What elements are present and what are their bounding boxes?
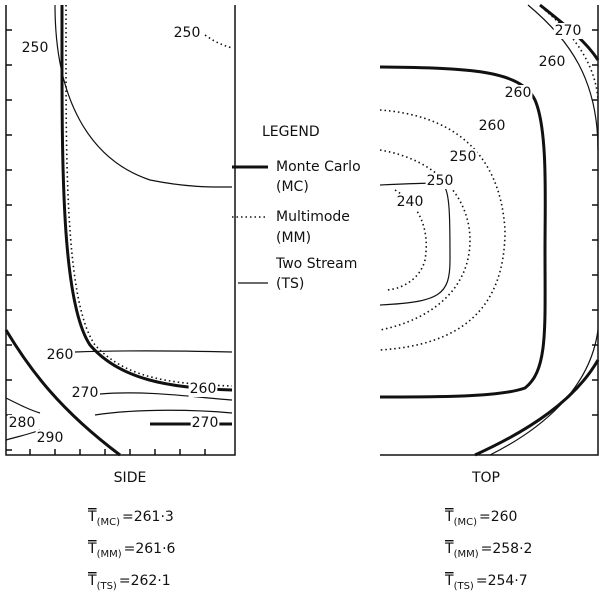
stat-symbol: T	[87, 541, 97, 557]
contour-label: 250	[427, 173, 454, 189]
stat-value: 254·7	[488, 573, 528, 589]
stat-symbol: T	[444, 509, 454, 525]
mc-contour	[474, 359, 600, 457]
stat-symbol: T	[444, 541, 454, 557]
contour-label: 270	[72, 385, 99, 401]
frame	[380, 5, 599, 456]
label-backdrop	[172, 25, 202, 41]
legend-abbr: (MM)	[276, 230, 311, 246]
stat-symbol: T	[87, 573, 97, 589]
mm-contour	[379, 149, 471, 331]
legend-name: Monte Carlo	[276, 159, 361, 175]
label-backdrop	[477, 118, 507, 134]
mm-contour	[544, 9, 599, 101]
stat-symbol: T	[444, 573, 454, 589]
contour-label: 250	[22, 40, 49, 56]
stat: T(MC) =260	[444, 509, 517, 528]
mm-contour	[204, 34, 233, 49]
stat-value: 260	[491, 509, 518, 525]
contour-label: 260	[190, 381, 217, 397]
label-backdrop	[425, 173, 455, 189]
contour-label: 250	[450, 149, 477, 165]
mm-contour	[65, 4, 233, 387]
stat-value: 261·3	[134, 509, 174, 525]
label-backdrop	[7, 415, 37, 431]
label-backdrop	[70, 385, 100, 401]
contour-label: 260	[47, 347, 74, 363]
stat-value: 258·2	[492, 541, 532, 557]
stat: T(TS) =262·1	[87, 573, 171, 591]
stat-relation: =	[122, 509, 134, 525]
contour-label: 250	[174, 25, 201, 41]
contour-label: 240	[397, 194, 424, 210]
panel-caption: TOP	[471, 470, 500, 486]
mc-contour	[379, 65, 547, 399]
contour-label: 260	[505, 85, 532, 101]
stat-symbol: T	[87, 509, 97, 525]
frame	[5, 5, 236, 456]
stat: T(MC) =261·3	[87, 509, 174, 528]
stat-value: 261·6	[135, 541, 175, 557]
top-panel	[379, 3, 600, 457]
stat-subscript: (MC)	[454, 517, 478, 528]
contour-label: 260	[479, 118, 506, 134]
label-backdrop	[20, 40, 50, 56]
stat-subscript: (TS)	[454, 581, 474, 591]
label-backdrop	[448, 149, 478, 165]
contour-label: 260	[539, 54, 566, 70]
label-backdrop	[395, 194, 425, 210]
stat-relation: =	[119, 573, 131, 589]
stat: T(TS) =254·7	[444, 573, 528, 591]
mm-contour	[379, 109, 506, 351]
stat-subscript: (MM)	[454, 549, 479, 560]
label-backdrop	[45, 347, 75, 363]
label-backdrop	[553, 23, 583, 39]
side-panel	[4, 4, 236, 457]
stat: T(MM) =261·6	[87, 541, 176, 560]
mc-contour	[60, 4, 233, 392]
stat-subscript: (TS)	[97, 581, 117, 591]
mm-contour	[384, 189, 427, 291]
contour-label: 270	[555, 23, 582, 39]
label-backdrop	[190, 415, 220, 431]
legend: LEGEND Monte Carlo (MC) Multimode (MM) T…	[232, 124, 361, 292]
stat-value: 262·1	[131, 573, 171, 589]
legend-abbr: (TS)	[276, 276, 304, 292]
label-backdrop	[35, 430, 65, 446]
legend-title: LEGEND	[262, 124, 320, 140]
ts-contour	[99, 392, 233, 401]
legend-name: Multimode	[276, 209, 350, 225]
ts-contour	[54, 4, 233, 188]
legend-name: Two Stream	[275, 256, 357, 272]
contour-label: 270	[192, 415, 219, 431]
contour-label: 290	[37, 430, 64, 446]
stat-relation: =	[481, 541, 493, 557]
ts-contour	[94, 409, 233, 416]
stat-relation: =	[124, 541, 136, 557]
stat-subscript: (MC)	[97, 517, 121, 528]
ts-contour	[379, 184, 451, 306]
ticks	[6, 29, 206, 455]
mc-contour	[4, 329, 121, 457]
label-backdrop	[188, 381, 218, 397]
ts-contour	[489, 4, 599, 456]
stat-relation: =	[479, 509, 491, 525]
legend-abbr: (MC)	[276, 179, 309, 195]
stat-relation: =	[476, 573, 488, 589]
stat-subscript: (MM)	[97, 549, 122, 560]
stat: T(MM) =258·2	[444, 541, 532, 560]
ts-contour	[74, 350, 233, 353]
label-backdrop	[503, 85, 533, 101]
panel-caption: SIDE	[114, 470, 147, 486]
label-backdrop	[537, 54, 567, 70]
contour-label: 280	[9, 415, 36, 431]
